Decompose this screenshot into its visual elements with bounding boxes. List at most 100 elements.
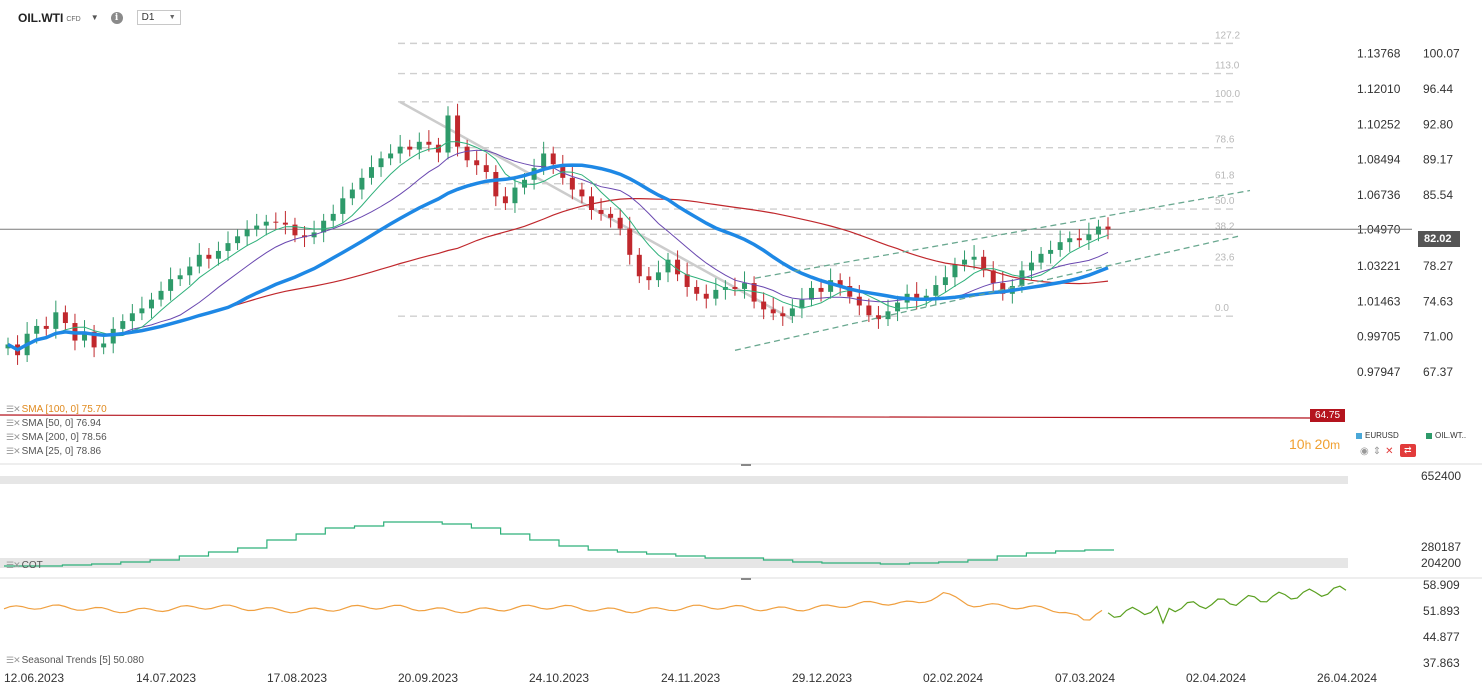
candle-body <box>569 177 575 190</box>
timer-m-unit: m <box>1330 438 1341 452</box>
symbol-name[interactable]: OIL.WTI <box>18 10 64 25</box>
legend-settings-icon[interactable]: ☰✕ <box>6 446 21 456</box>
candle-body <box>579 189 585 197</box>
eurusd-label: EURUSD <box>1365 431 1399 440</box>
candle-body <box>732 286 738 289</box>
sma-legend-item[interactable]: ☰✕ SMA [50, 0] 76.94 <box>6 418 101 429</box>
seasonal-settings-icon[interactable]: ☰✕ <box>6 655 21 665</box>
legend-settings-icon[interactable]: ☰✕ <box>6 404 21 414</box>
symbol-dropdown-icon[interactable]: ▼ <box>90 13 99 22</box>
candle-body <box>254 225 260 230</box>
y-tick-label: 78.27 <box>1423 259 1453 273</box>
timer-h-unit: h <box>1304 438 1315 452</box>
y-tick-label: 85.54 <box>1423 188 1453 202</box>
candle-body <box>1067 238 1073 243</box>
candle-body <box>608 213 614 218</box>
candle-body <box>789 308 795 317</box>
channel-lower-line <box>734 235 1239 351</box>
sma-legend-label: SMA [100, 0] 75.70 <box>21 404 107 415</box>
candle-body <box>388 153 394 159</box>
x-tick-label: 02.02.2024 <box>923 671 983 685</box>
x-tick-label: 12.06.2023 <box>4 671 64 685</box>
y-tick-label: 92.80 <box>1423 117 1453 131</box>
sma-50-line <box>7 149 1109 351</box>
y-tick-label: 67.37 <box>1423 365 1453 379</box>
cot-band-bottom <box>0 558 1348 568</box>
candle-body <box>53 312 59 329</box>
y-tick-label: 96.44 <box>1423 82 1453 96</box>
sma-legend-item[interactable]: ☰✕ SMA [200, 0] 78.56 <box>6 432 107 443</box>
overlay-controls: ◉ ⇕ ✕ <box>1360 446 1394 457</box>
candle-body <box>942 277 948 286</box>
candle-body <box>713 289 719 299</box>
fib-level-label: 113.0 <box>1215 61 1240 72</box>
legend-settings-icon[interactable]: ☰✕ <box>6 418 21 428</box>
candle-body <box>397 146 403 154</box>
support-price-tag: 64.75 <box>1310 409 1346 422</box>
candle-body <box>1028 262 1034 271</box>
chevron-down-icon: ▼ <box>168 14 176 21</box>
cot-legend: ☰✕ COT <box>6 560 43 571</box>
y-tick-label: 100.07 <box>1423 46 1460 60</box>
candle-body <box>1038 253 1044 263</box>
candle-body <box>990 270 996 284</box>
candle-body <box>416 141 422 150</box>
candle-body <box>971 256 977 260</box>
sma-legend-item[interactable]: ☰✕ SMA [100, 0] 75.70 <box>6 404 107 415</box>
seasonal-tick-label: 44.877 <box>1423 630 1460 644</box>
close-icon[interactable]: ✕ <box>1385 446 1394 457</box>
candle-body <box>445 115 451 153</box>
sma-legend-label: SMA [200, 0] 78.56 <box>21 432 107 443</box>
seasonal-tick-label: 51.893 <box>1423 604 1460 618</box>
oilwti-legend[interactable]: OIL.WT.. <box>1426 431 1466 440</box>
fib-level-label: 23.6 <box>1215 253 1235 264</box>
y-tick-label: 74.63 <box>1423 294 1453 308</box>
candle-body <box>588 196 594 210</box>
sma-legend-label: SMA [50, 0] 76.94 <box>21 418 102 429</box>
candle-body <box>464 146 470 161</box>
candle-body <box>675 259 681 275</box>
legend-settings-icon[interactable]: ☰✕ <box>6 432 21 442</box>
x-tick-label: 26.04.2024 <box>1317 671 1377 685</box>
timeframe-select[interactable]: D1 ▼ <box>136 10 181 25</box>
eurusd-tick-label: 1.13768 <box>1357 46 1401 60</box>
eurusd-tick-label: 0.99705 <box>1357 330 1401 344</box>
sma-legend-label: SMA [25, 0] 78.86 <box>21 446 102 457</box>
candle-body <box>407 146 413 150</box>
cot-settings-icon[interactable]: ☰✕ <box>6 560 21 570</box>
candle-body <box>292 224 298 236</box>
oilwti-label: OIL.WT.. <box>1435 431 1467 440</box>
info-icon[interactable]: i <box>110 11 123 24</box>
candle-body <box>244 229 250 237</box>
channel-upper-line <box>754 189 1251 279</box>
candle-body <box>550 153 556 165</box>
sort-icon[interactable]: ⇕ <box>1372 446 1382 457</box>
sma-legend-item[interactable]: ☰✕ SMA [25, 0] 78.86 <box>6 446 101 457</box>
eurusd-tick-label: 1.10252 <box>1357 117 1401 131</box>
eurusd-legend[interactable]: EURUSD <box>1356 431 1399 440</box>
overlay-switch-button[interactable]: ⇄ <box>1400 444 1416 457</box>
candle-body <box>129 313 135 322</box>
cot-line <box>4 521 1114 567</box>
candle-body <box>742 283 748 289</box>
candle-body <box>665 259 671 273</box>
fib-level-label: 127.2 <box>1215 30 1240 41</box>
candle-body <box>847 286 853 297</box>
candle-body <box>330 213 336 221</box>
seasonal-legend: ☰✕ Seasonal Trends [5] 50.080 <box>6 655 144 666</box>
y-tick-label: 89.17 <box>1423 153 1453 167</box>
candle-body <box>206 254 212 259</box>
candle-body <box>981 256 987 271</box>
candle-body <box>263 221 269 226</box>
sma-100-line <box>7 163 1109 352</box>
candle-body <box>82 331 88 341</box>
candle-body <box>91 331 97 348</box>
candle-body <box>62 312 68 324</box>
seasonal-line-history <box>3 591 1103 621</box>
candle-body <box>617 217 623 229</box>
candle-body <box>321 220 327 233</box>
eye-icon[interactable]: ◉ <box>1360 446 1369 457</box>
candle-body <box>933 285 939 296</box>
candle-body <box>856 296 862 306</box>
